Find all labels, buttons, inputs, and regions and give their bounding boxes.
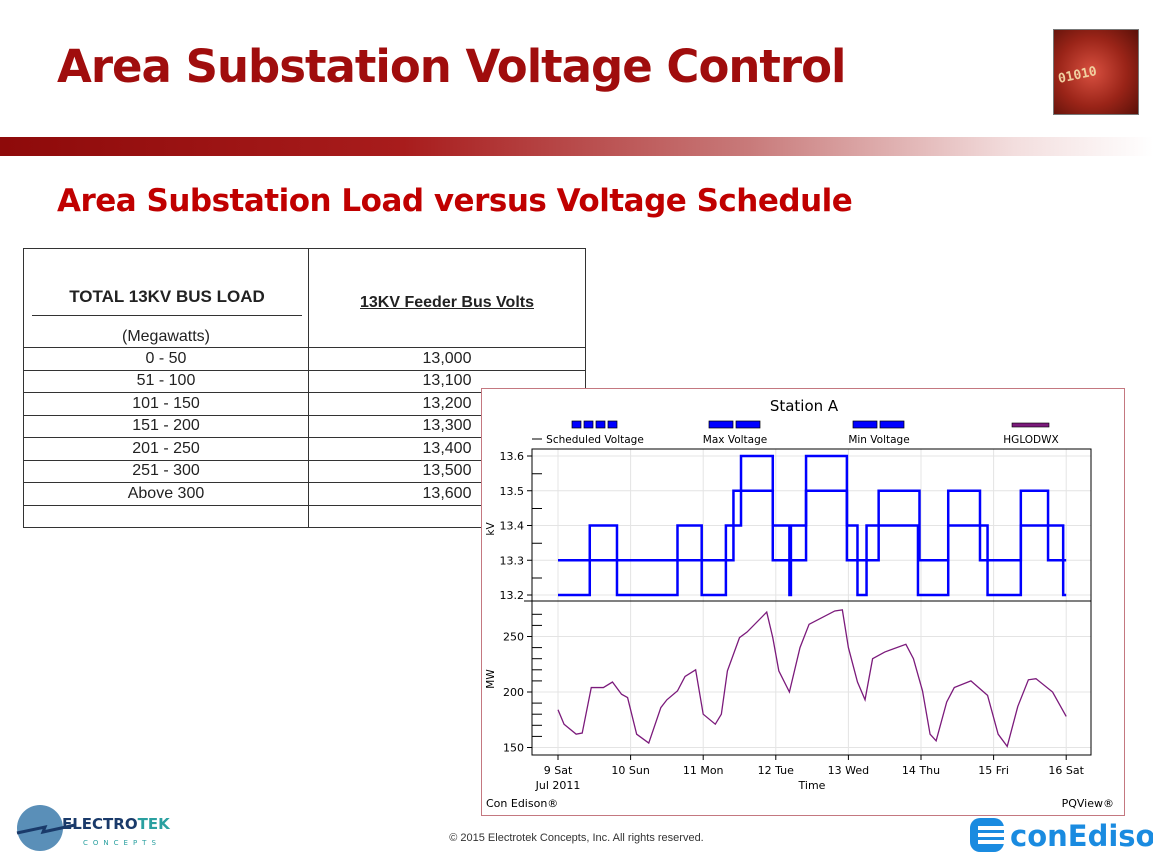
header-volts-title: 13KV Feeder Bus Volts	[360, 294, 534, 311]
x-sublabel: Jul 2011	[535, 779, 581, 792]
table-header-row: TOTAL 13KV BUS LOAD (Megawatts) 13KV Fee…	[23, 248, 586, 348]
y-tick-label: 13.2	[500, 589, 525, 602]
footer-right: PQView®	[1062, 797, 1114, 810]
x-tick-label: 15 Fri	[978, 764, 1009, 777]
page-title: Area Substation Voltage Control	[57, 40, 846, 93]
table-row: 0 - 50 13,000	[23, 347, 586, 371]
x-tick-label: 13 Wed	[828, 764, 869, 777]
x-tick-label: 12 Tue	[758, 764, 795, 777]
y-tick-label: 250	[503, 631, 524, 644]
slide-subtitle: Area Substation Load versus Voltage Sche…	[57, 183, 853, 219]
y-axis-label-kv: kV	[485, 522, 497, 536]
series-min-voltage	[558, 454, 1067, 597]
load-cell: 0 - 50	[23, 347, 309, 371]
volts-cell: 13,000	[308, 347, 586, 371]
header-load-unit: (Megawatts)	[121, 328, 211, 345]
y-tick-label: 13.4	[500, 520, 525, 533]
load-cell: 151 - 200	[23, 414, 309, 438]
conedison-logo: conEdison	[970, 818, 1153, 853]
y-tick-label: 150	[503, 742, 524, 755]
x-axis-label: Time	[798, 779, 826, 792]
chart-title: Station A	[770, 397, 839, 415]
svg-text:conEdison: conEdison	[1010, 819, 1153, 853]
y-tick-label: 13.6	[500, 450, 525, 463]
legend-label: Scheduled Voltage	[546, 434, 644, 446]
electrotek-logo: ELECTROTEK CONCEPTS	[16, 805, 171, 851]
legend-swatch	[852, 420, 878, 429]
legend-swatch	[607, 420, 618, 429]
legend-swatch	[879, 420, 905, 429]
y-tick-label: 13.3	[500, 554, 525, 567]
header-image: 01010	[1053, 29, 1139, 115]
x-tick-label: 16 Sat	[1048, 764, 1084, 777]
x-tick-label: 9 Sat	[544, 764, 573, 777]
legend-swatch	[571, 420, 582, 429]
chart-svg: Station A Scheduled Voltage Max Voltage Min…	[485, 397, 1114, 810]
load-cell: 51 - 100	[23, 369, 309, 393]
x-tick-label: 11 Mon	[683, 764, 724, 777]
header-load-title: TOTAL 13KV BUS LOAD	[32, 287, 302, 316]
load-cell: 201 - 250	[23, 437, 309, 461]
series-load-mw	[557, 609, 1067, 748]
svg-text:ELECTROTEK: ELECTROTEK	[62, 815, 171, 833]
legend-swatch	[1011, 422, 1050, 428]
legend-swatch	[583, 420, 594, 429]
legend-label: Max Voltage	[703, 434, 767, 446]
y-axis-label-mw: MW	[485, 669, 497, 689]
y-tick-label: 13.5	[500, 485, 525, 498]
legend-label: HGLODWX	[1003, 434, 1058, 446]
voltage-schedule-table: TOTAL 13KV BUS LOAD (Megawatts) 13KV Fee…	[23, 248, 586, 528]
header-gradient-bar	[0, 137, 1153, 156]
header-volts: 13KV Feeder Bus Volts	[308, 248, 586, 348]
station-chart: Station A Scheduled Voltage Max Voltage Min…	[481, 388, 1125, 816]
load-cell	[23, 504, 309, 528]
plot-frame	[531, 448, 1092, 756]
legend-swatch	[595, 420, 606, 429]
load-cell: Above 300	[23, 482, 309, 506]
svg-text:CONCEPTS: CONCEPTS	[83, 839, 161, 847]
x-tick-label: 14 Thu	[902, 764, 940, 777]
y-tick-label: 200	[503, 686, 524, 699]
footer-left: Con Edison®	[486, 797, 558, 810]
legend-swatch	[735, 420, 761, 429]
load-cell: 251 - 300	[23, 459, 309, 483]
copyright: © 2015 Electrotek Concepts, Inc. All rig…	[449, 832, 704, 844]
legend-swatch	[708, 420, 734, 429]
table-row	[23, 504, 586, 528]
header-load: TOTAL 13KV BUS LOAD (Megawatts)	[23, 248, 309, 348]
x-tick-label: 10 Sun	[611, 764, 649, 777]
load-cell: 101 - 150	[23, 392, 309, 416]
legend-label: Min Voltage	[848, 434, 909, 446]
